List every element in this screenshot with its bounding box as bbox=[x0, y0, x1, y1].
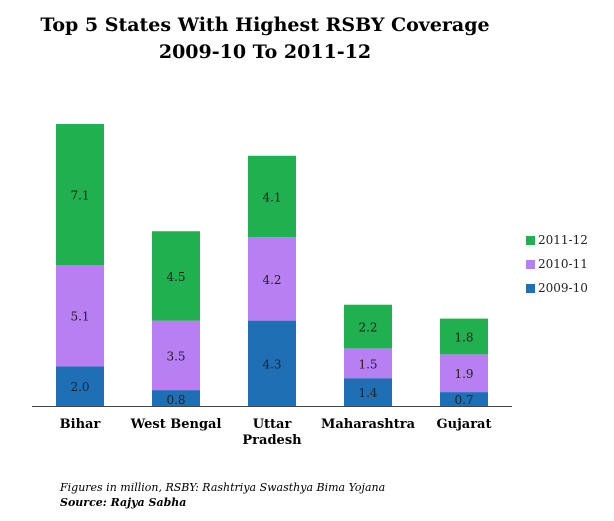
bar-west-bengal-2010-11 bbox=[152, 320, 200, 391]
data-label: 4.2 bbox=[262, 273, 281, 287]
bar-uttar-pradesh-2011-12 bbox=[248, 155, 296, 238]
data-label: 1.8 bbox=[454, 330, 473, 344]
data-label: 2.0 bbox=[70, 380, 89, 394]
x-tick-label: Uttar bbox=[253, 417, 292, 432]
data-label: 2.2 bbox=[358, 321, 377, 335]
bar-maharashtra-2009-10 bbox=[344, 378, 392, 406]
legend-swatch bbox=[526, 260, 535, 269]
data-label: 1.4 bbox=[358, 386, 377, 400]
x-tick-label: Pradesh bbox=[242, 433, 302, 448]
bar-maharashtra-2011-12 bbox=[344, 304, 392, 349]
x-tick-label: Maharashtra bbox=[321, 417, 416, 432]
chart-subtitle: 2009-10 To 2011-12 bbox=[158, 41, 372, 63]
bar-west-bengal-2009-10 bbox=[152, 390, 200, 406]
stacked-bar-chart: 2.0 5.1 7.1 Bihar 0.8 3.5 4.5 West Bengal 4.3 4.2… bbox=[32, 124, 588, 448]
data-label: 4.5 bbox=[166, 270, 185, 284]
data-label: 0.8 bbox=[166, 393, 185, 407]
data-label: 4.3 bbox=[262, 357, 281, 371]
bar-bihar-2011-12 bbox=[56, 124, 104, 265]
legend-label: 2010-11 bbox=[538, 257, 588, 271]
legend-label: 2011-12 bbox=[538, 233, 588, 247]
data-label: 5.1 bbox=[70, 310, 89, 324]
data-label: 0.7 bbox=[454, 393, 473, 407]
bar-west-bengal-2011-12 bbox=[152, 231, 200, 321]
legend-swatch bbox=[526, 284, 535, 293]
bar-bihar-2010-11 bbox=[56, 265, 104, 367]
bar-gujarat-2010-11 bbox=[440, 354, 488, 393]
legend-swatch bbox=[526, 236, 535, 245]
chart-title: Top 5 States With Highest RSBY Coverage bbox=[40, 14, 490, 36]
data-label: 1.5 bbox=[358, 357, 377, 371]
bar-uttar-pradesh-2009-10 bbox=[248, 320, 296, 406]
footnote: Figures in million, RSBY: Rashtriya Swas… bbox=[60, 481, 386, 494]
data-label: 7.1 bbox=[70, 189, 89, 203]
bar-gujarat-2009-10 bbox=[440, 392, 488, 406]
x-tick-label: Gujarat bbox=[437, 417, 492, 432]
bar-maharashtra-2010-11 bbox=[344, 348, 392, 379]
source-note: Source: Rajya Sabha bbox=[60, 496, 187, 509]
bar-uttar-pradesh-2010-11 bbox=[248, 237, 296, 321]
bar-bihar-2009-10 bbox=[56, 366, 104, 406]
data-label: 4.1 bbox=[262, 190, 281, 204]
bar-gujarat-2011-12 bbox=[440, 318, 488, 355]
data-label: 3.5 bbox=[166, 349, 185, 363]
legend-label: 2009-10 bbox=[538, 281, 588, 295]
x-tick-label: West Bengal bbox=[130, 417, 222, 432]
x-tick-label: Bihar bbox=[60, 417, 101, 432]
data-label: 1.9 bbox=[454, 367, 473, 381]
